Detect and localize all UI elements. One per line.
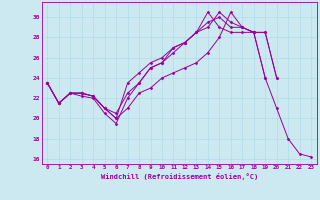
X-axis label: Windchill (Refroidissement éolien,°C): Windchill (Refroidissement éolien,°C): [100, 173, 258, 180]
